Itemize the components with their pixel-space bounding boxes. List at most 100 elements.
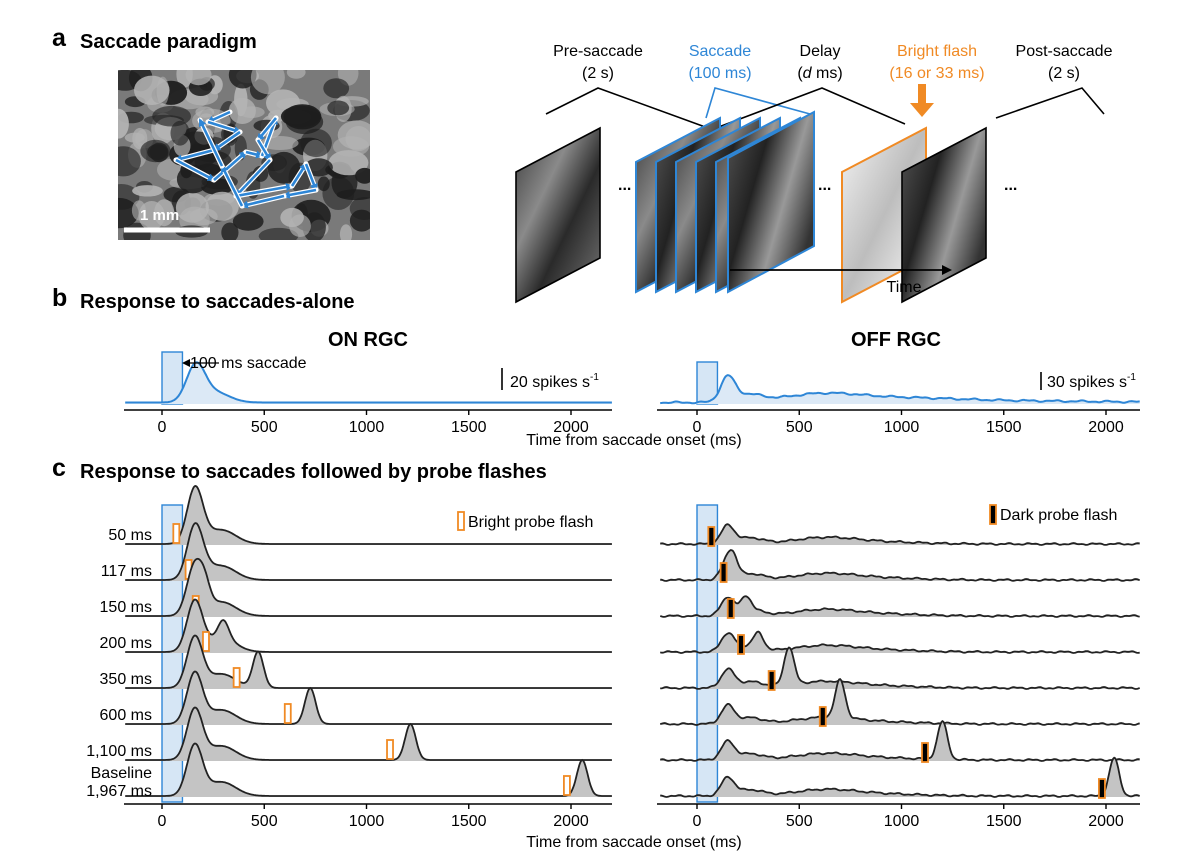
off-probe-trace-fill xyxy=(660,647,1140,689)
off-probe-trace xyxy=(660,646,1140,690)
on-probe-trace xyxy=(125,742,612,797)
noise-blob xyxy=(250,70,285,95)
on-rgc-response-trace xyxy=(125,361,612,404)
panel-b-title: Response to saccades-alone xyxy=(80,291,355,313)
ellipsis-1: ... xyxy=(618,177,631,194)
noise-blob xyxy=(154,199,175,227)
stage-saccade: Saccade xyxy=(689,43,751,60)
x-tick-label: 1000 xyxy=(349,419,385,436)
on-probe-trace xyxy=(125,670,612,725)
x-tick-label: 0 xyxy=(158,813,167,830)
saccade-segment xyxy=(304,163,318,192)
on-scale-bar: 20 spikes s-1 xyxy=(501,368,599,391)
saccade-segment xyxy=(175,158,216,182)
noise-blob xyxy=(323,78,350,99)
saccade-segment xyxy=(240,194,285,209)
on-probe-trace xyxy=(125,557,612,617)
off-probe-trace-fill xyxy=(660,631,1140,653)
dark-flash-marker xyxy=(726,598,735,619)
x-tick-label: 1000 xyxy=(884,419,920,436)
stage-post-saccade-duration: (2 s) xyxy=(1048,65,1080,82)
saccade-segment xyxy=(282,188,317,199)
bright-flash-marker xyxy=(232,667,241,688)
noise-blob xyxy=(228,97,256,124)
x-tick-label: 500 xyxy=(251,813,278,830)
off-probe-trace xyxy=(660,595,1140,618)
noise-blob xyxy=(345,126,370,152)
saccade-segment xyxy=(256,139,272,162)
bright-flash-marker xyxy=(283,703,292,724)
saccade-segment xyxy=(220,164,244,207)
bright-flash-marker xyxy=(172,523,181,544)
off-rgc-response-trace-fill xyxy=(660,375,1140,404)
noise-blob xyxy=(185,70,212,86)
saccade-frame xyxy=(727,110,815,294)
noise-blob xyxy=(349,197,370,220)
x-tick-label: 0 xyxy=(693,813,702,830)
noise-blob xyxy=(286,70,306,79)
on-probe-trace xyxy=(125,522,612,581)
saccade-segment xyxy=(235,183,294,198)
off-scale-bar: 30 spikes s-1 xyxy=(1040,372,1136,391)
x-tick-label: 500 xyxy=(786,419,813,436)
saccade-segment xyxy=(234,159,271,198)
dark-flash-marker xyxy=(707,526,716,547)
dark-flash-marker xyxy=(737,634,745,655)
off-rgc-title: OFF RGC xyxy=(851,329,941,351)
on-probe-trace xyxy=(125,598,612,653)
delay-label-1100: 1,100 ms xyxy=(86,743,152,760)
pre-saccade-frame xyxy=(515,126,601,304)
noise-blob xyxy=(355,167,370,184)
on-x-axis: 0 500 1000 1500 2000 xyxy=(124,409,612,436)
off-x-axis: 0 500 1000 1500 2000 xyxy=(657,803,1140,830)
on-probe-trace xyxy=(125,485,612,545)
off-probe-trace-fill xyxy=(660,721,1140,761)
off-probe-trace xyxy=(660,678,1140,726)
delay-label-350: 350 ms xyxy=(100,671,152,688)
off-probe-trace xyxy=(660,756,1140,798)
x-tick-label: 500 xyxy=(786,813,813,830)
dark-flash-marker xyxy=(1098,778,1106,799)
on-rgc-title: ON RGC xyxy=(328,329,408,351)
x-tick-label: 0 xyxy=(158,419,167,436)
noise-stimulus-image xyxy=(118,70,370,240)
noise-blob xyxy=(336,189,370,201)
saccade-segment xyxy=(198,118,224,167)
x-tick-label: 500 xyxy=(251,419,278,436)
dark-flash-marker xyxy=(719,562,728,583)
panel-b-letter: b xyxy=(52,284,67,312)
scale-bar-label: 1 mm xyxy=(140,207,179,224)
stage-pre-saccade: Pre-saccade xyxy=(553,43,643,60)
saccade-annotation: 100 ms saccade xyxy=(190,355,307,372)
noise-blob xyxy=(280,105,321,128)
panel-a-letter: a xyxy=(52,24,67,52)
stage-bright-flash-duration: (16 or 33 ms) xyxy=(889,65,984,82)
ellipsis-3: ... xyxy=(1004,177,1017,194)
off-probe-trace xyxy=(660,549,1140,582)
x-tick-label: 1500 xyxy=(986,419,1022,436)
noise-blob xyxy=(118,108,129,139)
noise-blob xyxy=(300,128,332,158)
off-probe-trace xyxy=(660,719,1140,762)
delay-label-200: 200 ms xyxy=(100,635,152,652)
off-scale-text: 30 spikes s-1 xyxy=(1047,372,1136,391)
noise-blob xyxy=(317,176,330,192)
x-tick-label: 2000 xyxy=(1088,419,1124,436)
noise-blob xyxy=(124,132,145,143)
dark-flash-legend: Dark probe flash xyxy=(989,504,1117,525)
panel-a-title: Saccade paradigm xyxy=(80,31,257,53)
off-probe-trace-fill xyxy=(660,757,1140,797)
noise-blob xyxy=(232,212,264,231)
x-tick-label: 2000 xyxy=(553,419,589,436)
delay-label-50: 50 ms xyxy=(108,527,152,544)
panel-c-letter: c xyxy=(52,454,66,482)
stage-pre-saccade-duration: (2 s) xyxy=(582,65,614,82)
panel-b-xlabel: Time from saccade onset (ms) xyxy=(526,432,741,449)
panel-c-xlabel: Time from saccade onset (ms) xyxy=(526,834,741,851)
noise-blob xyxy=(132,185,163,197)
saccade-segment xyxy=(212,130,241,152)
bright-flash-legend-label: Bright probe flash xyxy=(468,514,593,531)
x-tick-label: 2000 xyxy=(1088,813,1124,830)
noise-blob xyxy=(156,76,169,106)
delay-labels: 50 ms 117 ms 150 ms 200 ms 350 ms 600 ms… xyxy=(86,527,152,800)
